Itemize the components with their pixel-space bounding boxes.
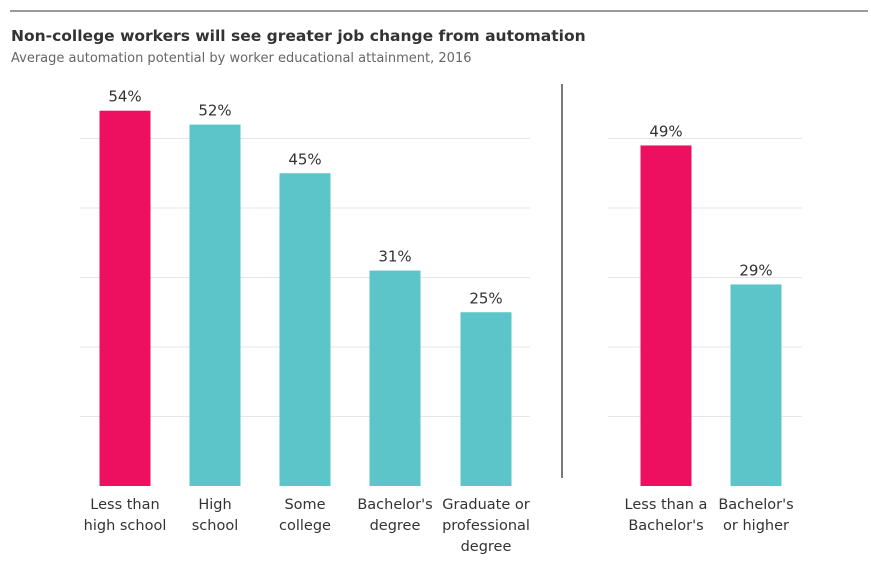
category-label: Less than (90, 497, 159, 513)
bar (460, 312, 512, 486)
category-label: Graduate or (442, 497, 529, 513)
value-label: 31% (378, 248, 411, 266)
category-label: Bachelor's (357, 497, 432, 513)
value-label: 52% (198, 102, 231, 120)
bar (189, 124, 241, 486)
category-label: high school (84, 518, 167, 534)
category-label: college (279, 518, 331, 534)
value-label: 49% (649, 122, 682, 140)
category-label: professional (442, 518, 530, 534)
category-label: school (192, 518, 239, 534)
category-label: High (198, 497, 231, 513)
top-rule (10, 10, 868, 12)
bar (99, 110, 151, 486)
category-label: or higher (723, 518, 789, 534)
value-label: 29% (739, 261, 772, 279)
value-label: 54% (108, 88, 141, 106)
bar (730, 284, 782, 486)
value-label: 45% (288, 150, 321, 168)
bar (369, 270, 421, 486)
bar (640, 145, 692, 486)
category-label: Less than a (625, 497, 708, 513)
category-label: Some (284, 497, 325, 513)
category-label: degree (370, 518, 421, 534)
value-labels: 54% 52% 45% 31% 25% 49% 29% (108, 88, 772, 308)
category-label: Bachelor's (628, 518, 703, 534)
chart-title: Non-college workers will see greater job… (11, 27, 586, 45)
category-label: degree (461, 539, 512, 555)
gridlines (80, 138, 802, 417)
value-label: 25% (469, 289, 502, 307)
category-label: Bachelor's (718, 497, 793, 513)
category-labels: Less than high school High school Some colleg… (84, 497, 794, 555)
chart-subtitle: Average automation potential by worker e… (11, 51, 472, 66)
bar (279, 173, 331, 486)
bars (99, 110, 782, 486)
